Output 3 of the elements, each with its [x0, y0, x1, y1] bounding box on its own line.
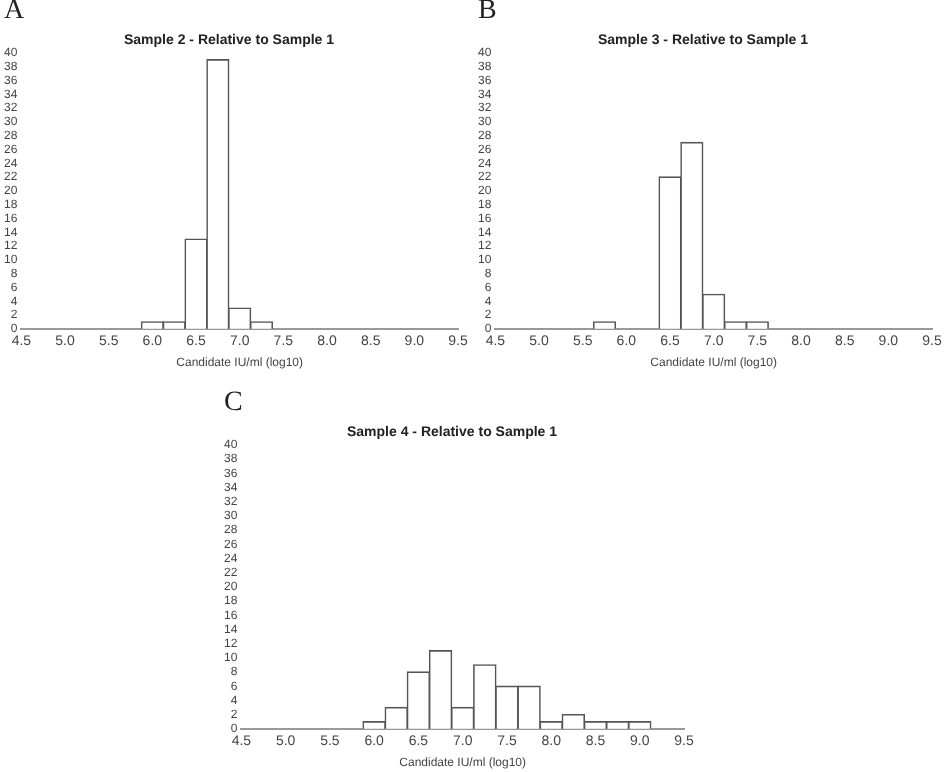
text: B: [478, 0, 497, 28]
text: C: [224, 388, 243, 420]
text: A: [4, 0, 25, 28]
